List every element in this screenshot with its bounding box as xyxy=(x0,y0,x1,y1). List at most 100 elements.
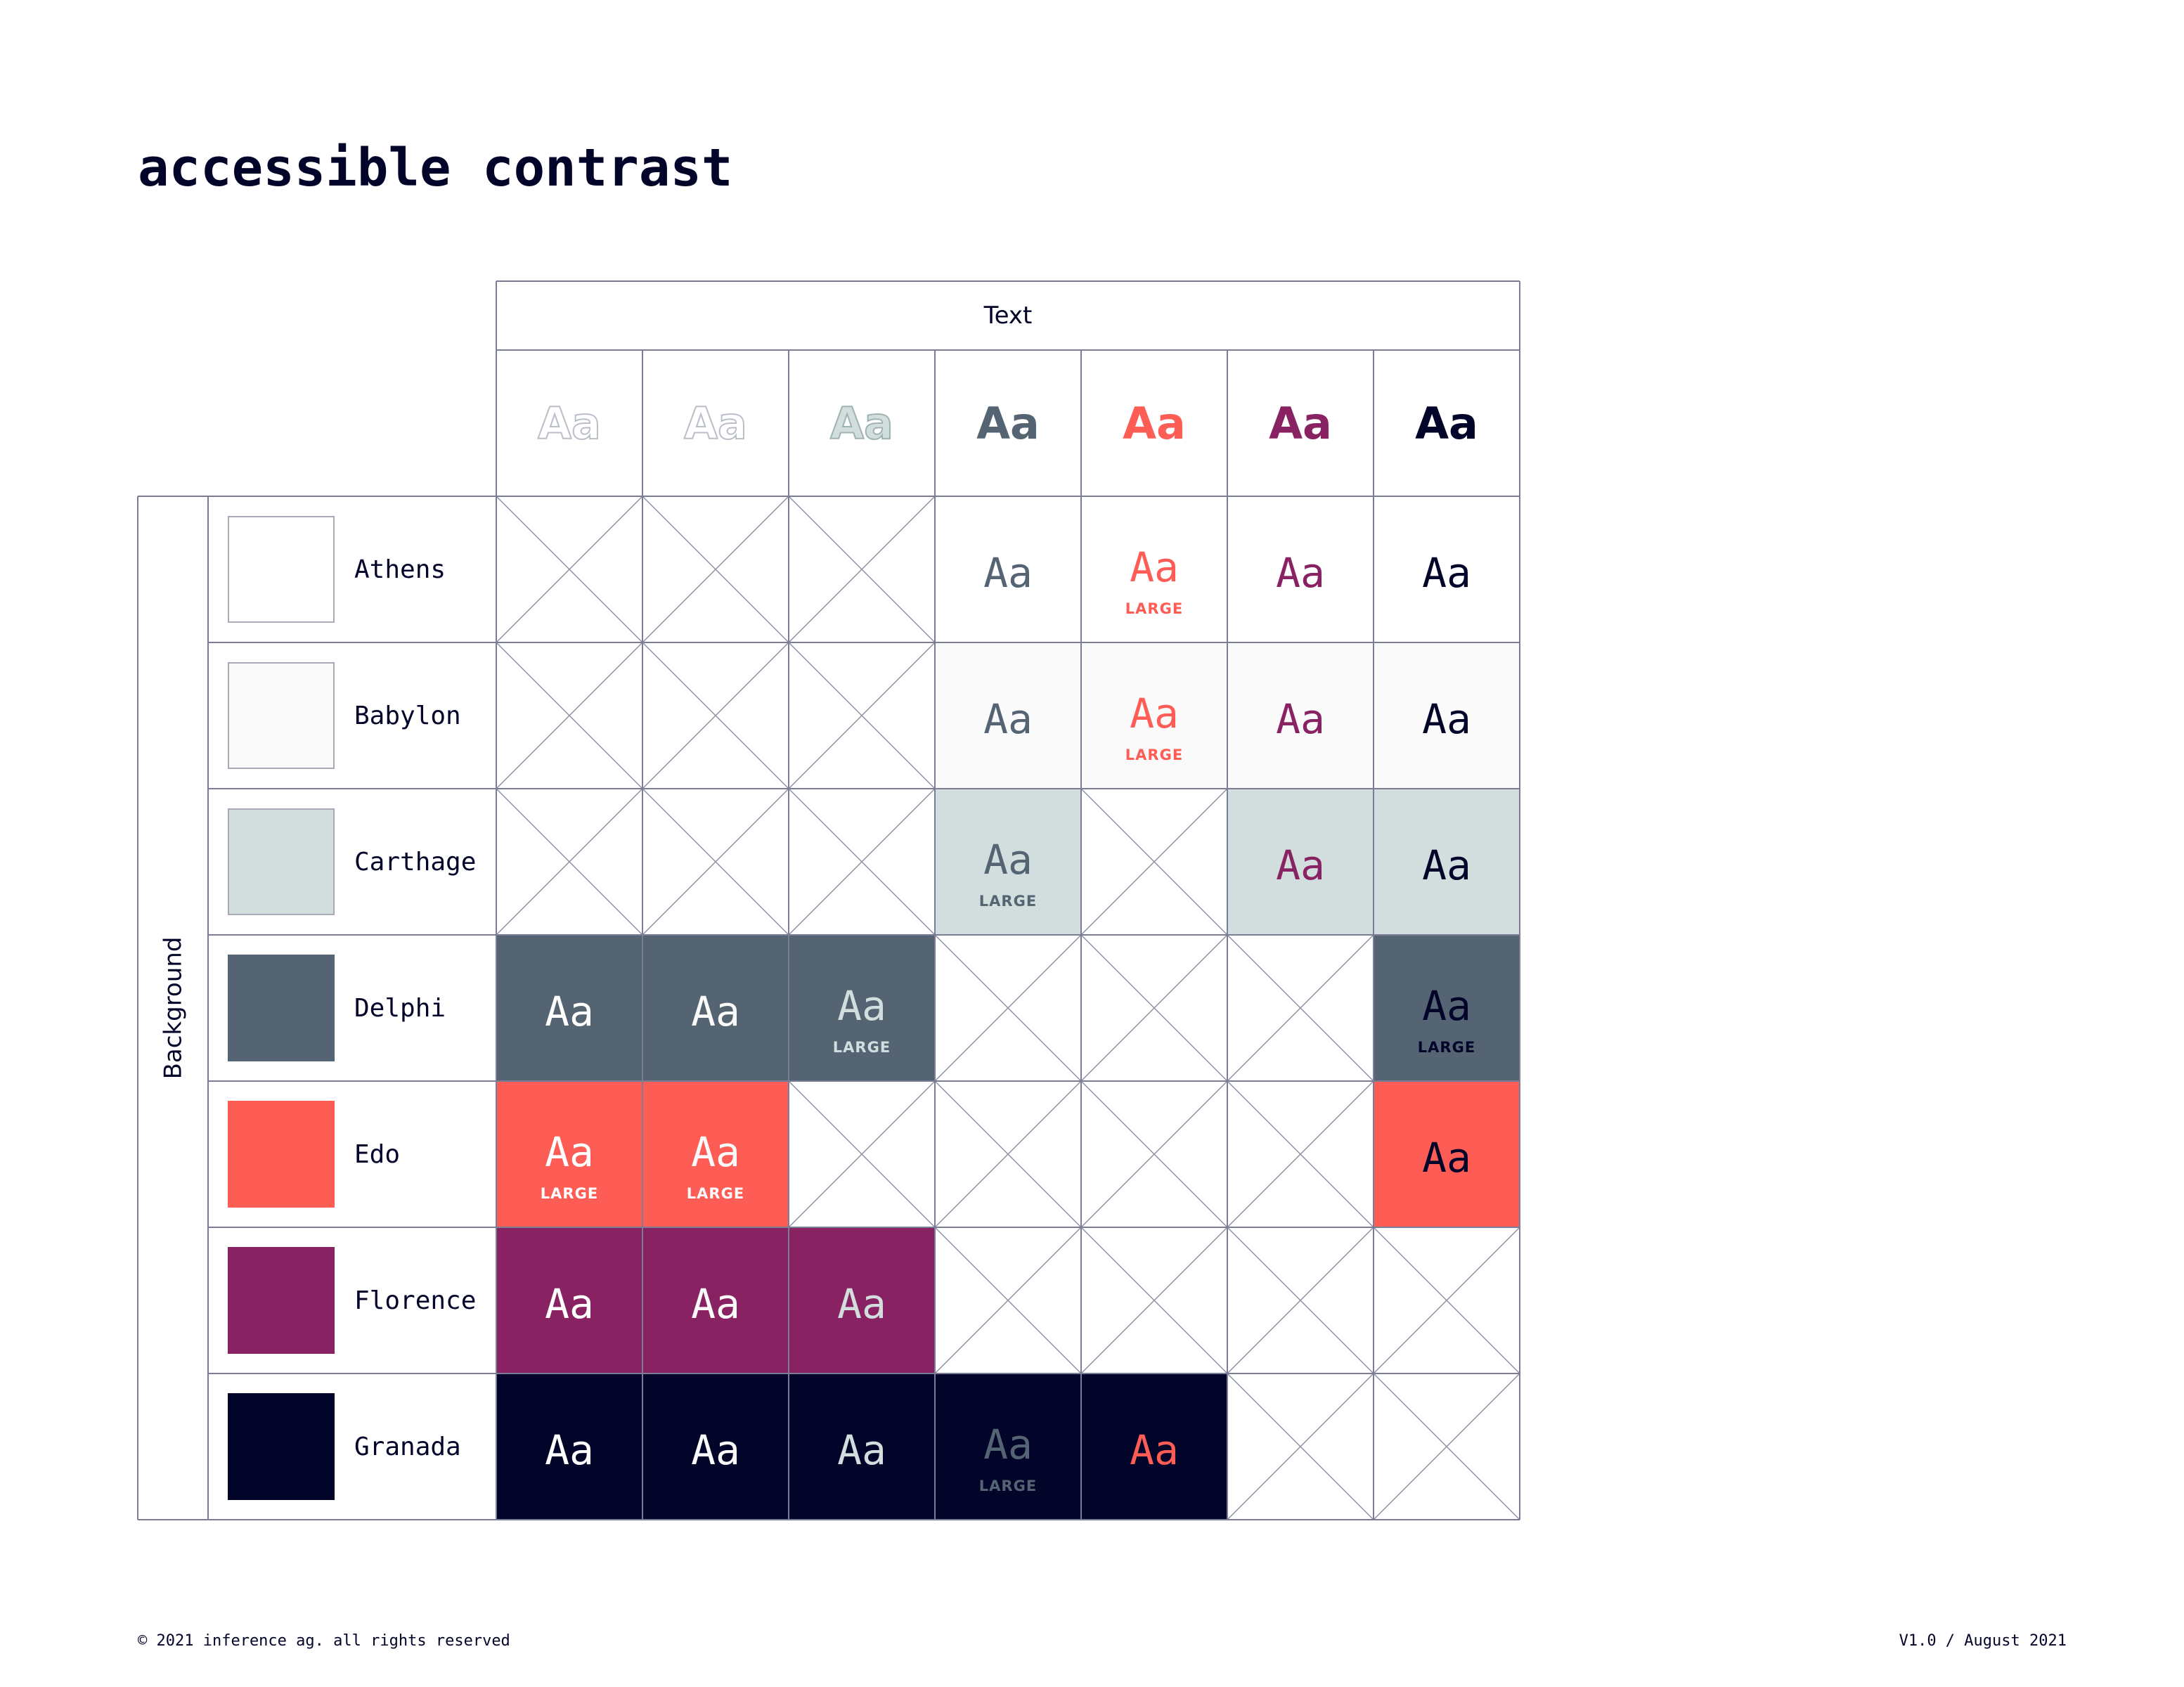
contrast-cell-fail xyxy=(789,496,935,642)
contrast-cell-pass: Aa xyxy=(642,1373,789,1520)
contrast-cell-fail xyxy=(1227,1227,1374,1373)
row-label-edo: Edo xyxy=(354,1139,401,1169)
footer-copyright: © 2021 inference ag. all rights reserved xyxy=(138,1632,510,1650)
text-color-sample-edo: Aa xyxy=(1123,397,1186,449)
large-text-only-badge: LARGE xyxy=(978,893,1038,910)
contrast-sample-text: Aa xyxy=(837,1426,886,1474)
contrast-cell-pass: Aa LARGE xyxy=(1374,935,1520,1081)
contrast-sample-text: Aa xyxy=(545,1128,594,1176)
contrast-sample-text: Aa xyxy=(1422,695,1471,743)
contrast-sample-text: Aa xyxy=(691,1280,740,1328)
contrast-cell-pass: Aa xyxy=(935,642,1081,789)
text-color-sample-delphi: Aa xyxy=(976,397,1040,449)
large-text-only-badge: LARGE xyxy=(832,1039,891,1056)
contrast-cell-fail xyxy=(789,789,935,935)
contrast-cell-pass: Aa xyxy=(935,496,1081,642)
contrast-sample-text: Aa xyxy=(545,988,594,1035)
swatch-edo xyxy=(228,1101,335,1208)
contrast-sample-text: Aa xyxy=(691,1128,740,1176)
contrast-cell-fail xyxy=(1081,1227,1227,1373)
contrast-sample-text: Aa xyxy=(837,1280,886,1328)
contrast-cell-pass: Aa LARGE xyxy=(935,789,1081,935)
contrast-cell-fail xyxy=(642,496,789,642)
contrast-sample-text: Aa xyxy=(1276,841,1325,889)
contrast-cell-fail xyxy=(935,935,1081,1081)
row-label-florence: Florence xyxy=(354,1286,477,1315)
contrast-cell-pass: Aa xyxy=(1227,642,1374,789)
swatch-carthage xyxy=(228,808,335,915)
text-column-header: Text xyxy=(983,302,1033,330)
swatch-florence xyxy=(228,1247,335,1354)
contrast-cell-fail xyxy=(935,1081,1081,1227)
contrast-sample-text: Aa xyxy=(691,988,740,1035)
contrast-cell-fail xyxy=(642,789,789,935)
large-text-only-badge: LARGE xyxy=(1125,746,1184,763)
contrast-sample-text: Aa xyxy=(983,695,1033,743)
contrast-cell-pass: Aa LARGE xyxy=(642,1081,789,1227)
contrast-cell-pass: Aa xyxy=(1374,642,1520,789)
large-text-only-badge: LARGE xyxy=(1125,600,1184,617)
swatch-granada xyxy=(228,1393,335,1500)
contrast-cell-pass: Aa xyxy=(1227,789,1374,935)
contrast-cell-fail xyxy=(1081,789,1227,935)
contrast-cell-fail xyxy=(1374,1373,1520,1520)
contrast-sample-text: Aa xyxy=(545,1280,594,1328)
swatch-athens xyxy=(228,516,335,623)
contrast-cell-pass: Aa LARGE xyxy=(789,935,935,1081)
text-color-sample-granada: Aa xyxy=(1415,397,1478,449)
contrast-sample-text: Aa xyxy=(837,982,886,1030)
contrast-cell-pass: Aa xyxy=(496,1373,642,1520)
contrast-cell-pass: Aa LARGE xyxy=(935,1373,1081,1520)
page-title: accessible contrast xyxy=(138,138,733,198)
contrast-cell-fail xyxy=(1227,1373,1374,1520)
contrast-cell-fail xyxy=(1374,1227,1520,1373)
contrast-cell-fail xyxy=(1081,935,1227,1081)
contrast-sample-text: Aa xyxy=(1422,841,1471,889)
contrast-cell-fail xyxy=(642,642,789,789)
large-text-only-badge: LARGE xyxy=(540,1185,599,1202)
text-color-sample-florence: Aa xyxy=(1269,397,1332,449)
swatch-babylon xyxy=(228,662,335,769)
contrast-cell-pass: Aa LARGE xyxy=(1081,496,1227,642)
contrast-cell-fail xyxy=(1081,1081,1227,1227)
row-label-athens: Athens xyxy=(354,555,446,584)
row-label-delphi: Delphi xyxy=(354,993,446,1023)
contrast-sample-text: Aa xyxy=(1276,549,1325,597)
contrast-sample-text: Aa xyxy=(1130,543,1179,591)
contrast-sample-text: Aa xyxy=(983,836,1033,884)
contrast-sample-text: Aa xyxy=(545,1426,594,1474)
contrast-cell-pass: Aa xyxy=(496,935,642,1081)
large-text-only-badge: LARGE xyxy=(1417,1039,1476,1056)
contrast-sample-text: Aa xyxy=(1422,549,1471,597)
text-color-sample-athens: Aa xyxy=(537,397,602,450)
row-label-babylon: Babylon xyxy=(354,701,461,730)
swatch-delphi xyxy=(228,955,335,1061)
contrast-cell-pass: Aa xyxy=(1374,789,1520,935)
contrast-cell-pass: Aa xyxy=(789,1373,935,1520)
contrast-cell-pass: Aa xyxy=(1081,1373,1227,1520)
contrast-cell-fail xyxy=(496,496,642,642)
contrast-cell-pass: Aa xyxy=(1374,1081,1520,1227)
contrast-sample-text: Aa xyxy=(983,549,1033,597)
contrast-cell-pass: Aa xyxy=(1227,496,1374,642)
contrast-cell-pass: Aa xyxy=(642,935,789,1081)
large-text-only-badge: LARGE xyxy=(978,1478,1038,1494)
contrast-cell-fail xyxy=(935,1227,1081,1373)
contrast-cell-pass: Aa xyxy=(1374,496,1520,642)
text-color-sample-carthage: Aa xyxy=(829,397,894,450)
row-label-carthage: Carthage xyxy=(354,847,477,877)
contrast-cell-pass: Aa xyxy=(642,1227,789,1373)
contrast-sample-text: Aa xyxy=(1276,695,1325,743)
contrast-cell-fail xyxy=(1227,935,1374,1081)
contrast-sample-text: Aa xyxy=(1130,690,1179,737)
contrast-cell-pass: Aa LARGE xyxy=(1081,642,1227,789)
contrast-sample-text: Aa xyxy=(1422,982,1471,1030)
contrast-sample-text: Aa xyxy=(1130,1426,1179,1474)
contrast-cell-fail xyxy=(789,642,935,789)
background-row-header-label: Background xyxy=(159,936,187,1080)
contrast-cell-pass: Aa xyxy=(789,1227,935,1373)
contrast-sample-text: Aa xyxy=(983,1421,1033,1468)
contrast-sample-text: Aa xyxy=(691,1426,740,1474)
row-label-granada: Granada xyxy=(354,1432,461,1461)
text-color-sample-babylon: Aa xyxy=(683,397,748,450)
